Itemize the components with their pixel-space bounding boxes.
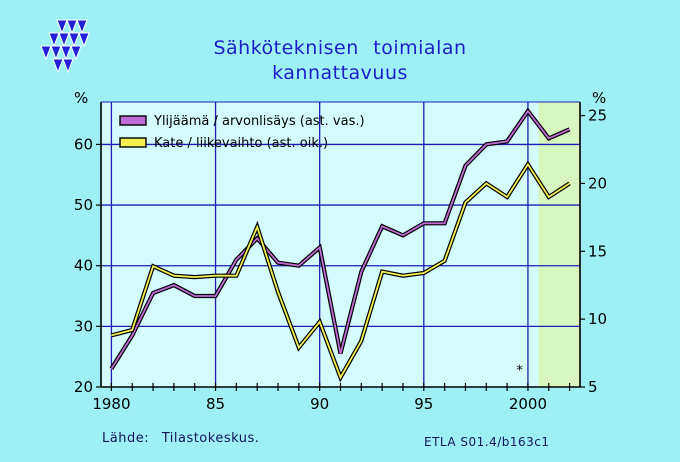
chart-code: ETLA S01.4/b163c1: [424, 435, 550, 449]
plot-area: [101, 102, 580, 387]
forecast-band: [538, 102, 580, 387]
right-axis-unit: %: [592, 89, 606, 107]
logo-triangle: [62, 58, 74, 74]
logo-triangle: [78, 32, 90, 48]
right-tick-label: 10: [588, 310, 607, 328]
axes: 20 30 40 50 60 5 10 15 20 25 1980 85 90 95 2000: [74, 101, 607, 413]
logo-triangle: [58, 32, 70, 48]
triangle-pattern-logo-icon: [40, 19, 90, 74]
left-axis-unit: %: [74, 89, 88, 107]
logo-triangle: [60, 45, 72, 61]
legend-label: Kate / liikevaihto (ast. oik.): [154, 136, 328, 151]
x-tick-label: 2000: [509, 395, 547, 413]
logo-triangle: [56, 19, 68, 35]
series-line: [110, 109, 570, 370]
logo-triangle: [50, 45, 62, 61]
right-tick-label: 15: [588, 242, 607, 260]
right-tick-label: 20: [588, 174, 607, 192]
series-line: [111, 162, 571, 380]
logo-triangle: [40, 45, 52, 61]
source-note: Lähde: Tilastokeskus.: [102, 431, 260, 446]
x-tick-label: 85: [206, 395, 225, 413]
chart-title-line2: kannattavuus: [272, 62, 408, 84]
left-tick-label: 40: [74, 257, 93, 275]
logo-triangle: [68, 32, 80, 48]
star-marker: *: [516, 363, 523, 378]
legend-label: Ylijäämä / arvonlisäys (ast. vas.): [153, 114, 365, 129]
logo-triangle: [66, 19, 78, 35]
gridlines: [101, 102, 580, 387]
chart-title-line1: Sähköteknisen toimialan: [213, 37, 467, 59]
x-tick-label: 90: [310, 395, 329, 413]
legend-swatch: [119, 115, 147, 126]
right-tick-label: 5: [588, 378, 598, 396]
left-tick-label: 60: [74, 135, 93, 153]
left-tick-label: 20: [74, 378, 93, 396]
legend: Ylijäämä / arvonlisäys (ast. vas.) Kate /…: [119, 114, 365, 151]
left-tick-label: 30: [74, 317, 93, 335]
left-tick-label: 50: [74, 196, 93, 214]
right-tick-label: 25: [588, 107, 607, 125]
logo-triangle: [76, 19, 88, 35]
logo-triangle: [52, 58, 64, 74]
x-tick-label: 1980: [92, 395, 130, 413]
x-tick-label: 95: [414, 395, 433, 413]
series-lines: *: [109, 107, 571, 383]
legend-swatch: [119, 137, 147, 148]
logo-triangle: [48, 32, 60, 48]
logo-triangle: [70, 45, 82, 61]
